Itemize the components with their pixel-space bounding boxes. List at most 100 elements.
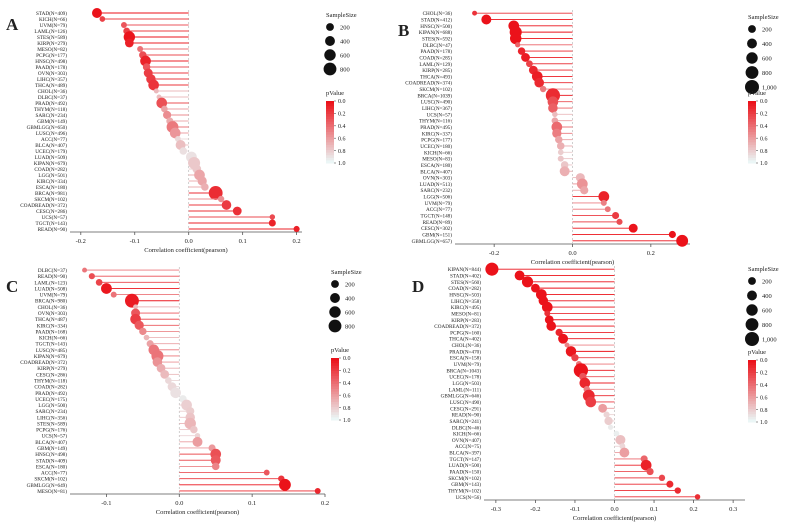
lollipop-dot [555, 135, 563, 144]
row-label: SKCM(N=102) [34, 196, 67, 203]
lollipop-dot [604, 206, 611, 213]
lollipop-dot [544, 310, 551, 317]
pvalue-colorbar-segment [748, 150, 756, 154]
row-label: UCS(N=57) [427, 111, 453, 118]
row-label: KIRP(N=279) [37, 40, 67, 47]
x-tick-label: 0.0 [185, 238, 193, 245]
size-legend-dot [748, 25, 756, 33]
lollipop-dot [160, 369, 170, 379]
row-label: BRCA(N=980) [35, 298, 67, 305]
row-label: DLBC(N=46) [452, 424, 481, 431]
panel-d: D -0.3 -0.2 -0.1 0.0 0.1 0.2 0.3 Correlation coe… [412, 262, 779, 522]
row-label: STES(N=592) [422, 35, 452, 42]
row-label: LUAD(N=513) [420, 181, 453, 188]
row-label: PRAD(N=492) [35, 100, 67, 107]
row-label: LIHC(N=356) [37, 414, 67, 421]
row-label: TGCT(N=143) [36, 220, 68, 227]
x-tick-label: 0.2 [647, 250, 655, 257]
lollipop-dot [82, 267, 88, 273]
lollipop-dot [179, 147, 188, 155]
row-label: KIRP(N=283) [451, 317, 481, 324]
lollipop-dot [210, 455, 221, 466]
lollipop-dot [613, 430, 620, 437]
pvalue-colorbar-segment [748, 362, 756, 366]
row-label: CHOL(N=36) [452, 342, 482, 349]
row-label: UCEC(N=178) [449, 374, 481, 381]
lollipop-dot [579, 377, 591, 389]
row-label: COADREAD(N=372) [20, 359, 67, 366]
row-label: MESO(N=83) [422, 156, 452, 163]
row-label: COAD(N=282) [34, 384, 67, 391]
row-label: MESO(N=81) [451, 310, 481, 317]
row-label: LUSC(N=496) [36, 130, 67, 137]
pvalue-colorbar-segment [748, 142, 756, 146]
pvalue-colorbar-segment [326, 134, 334, 138]
x-axis-label: Correlation coefficient(pearson) [531, 259, 614, 266]
pvalue-colorbar-segment [748, 411, 756, 415]
row-label: CHOL(N=36) [38, 304, 68, 311]
row-label: KIRC(N=334) [37, 178, 68, 185]
pvalue-colorbar-segment [748, 383, 756, 387]
pvalue-legend-title: pValue [748, 90, 766, 97]
row-label: LIHC(N=358) [451, 298, 481, 305]
size-legend-dot [745, 318, 759, 331]
pvalue-colorbar-segment [748, 147, 756, 151]
lollipop-dot [137, 45, 144, 53]
lollipop-dot [694, 494, 701, 500]
row-label: KIPAN(N=679) [34, 353, 68, 360]
pvalue-colorbar-segment [748, 134, 756, 138]
lollipop-dot [279, 478, 291, 491]
size-legend-label: 400 [340, 39, 350, 46]
pvalue-colorbar-segment [326, 137, 334, 141]
row-label: SARC(N=232) [421, 187, 453, 194]
pvalue-colorbar-segment [748, 160, 756, 164]
pvalue-colorbar-segment [331, 358, 339, 362]
row-label: STAD(N=409) [36, 457, 67, 464]
pvalue-colorbar-segment [748, 380, 756, 384]
row-label: THYM(N=118) [34, 378, 67, 385]
row-label: CHOL(N=36) [38, 88, 68, 95]
row-label: PCPG(N=177) [421, 137, 452, 144]
row-label: LIHC(N=367) [422, 105, 452, 112]
row-label: COAD(N=282) [448, 285, 481, 292]
lollipop-dot [170, 387, 181, 399]
pvalue-colorbar-label: 0.0 [760, 99, 768, 105]
size-legend-dot [748, 277, 756, 285]
row-label: UCEC(N=179) [35, 148, 67, 155]
pvalue-colorbar-segment [748, 416, 756, 420]
lollipop-dot [598, 403, 608, 413]
pvalue-colorbar-segment [331, 363, 339, 367]
pvalue-colorbar-segment [326, 142, 334, 146]
lollipop-dot [263, 469, 270, 476]
row-label: LGG(N=503) [452, 380, 481, 387]
size-legend-label: 600 [340, 53, 350, 60]
x-axis-label: Correlation coefficient(pearson) [144, 247, 227, 254]
row-label: OVN(N=303) [38, 310, 67, 317]
size-legend-dot [745, 66, 759, 79]
lollipop-dot [190, 425, 198, 434]
pvalue-colorbar-segment [331, 394, 339, 398]
lollipop-dot [555, 328, 563, 337]
pvalue-colorbar-segment [748, 401, 756, 405]
x-axis-label: Correlation coefficient(pearson) [156, 509, 239, 516]
row-label: ACC(N=75) [455, 443, 481, 450]
pvalue-colorbar-segment [748, 385, 756, 389]
lollipop-dot [124, 38, 134, 48]
row-label: ESCA(N=180) [421, 162, 452, 169]
size-legend-dot [330, 293, 340, 303]
row-label: THCA(N=493) [420, 73, 452, 80]
pvalue-colorbar-segment [331, 399, 339, 403]
lollipop-dot [485, 262, 499, 276]
pvalue-colorbar-segment [331, 407, 339, 411]
pvalue-colorbar-segment [748, 152, 756, 156]
row-label: READ(N=90) [38, 273, 68, 280]
pvalue-colorbar-segment [326, 150, 334, 154]
lollipop-dot [548, 103, 558, 113]
lollipop-dot [110, 291, 117, 298]
size-legend-dot [328, 319, 342, 333]
pvalue-colorbar-segment [748, 111, 756, 115]
x-tick-label: 0.2 [321, 500, 329, 507]
pvalue-legend-title: pValue [331, 347, 349, 354]
lollipop-dot [556, 142, 565, 150]
